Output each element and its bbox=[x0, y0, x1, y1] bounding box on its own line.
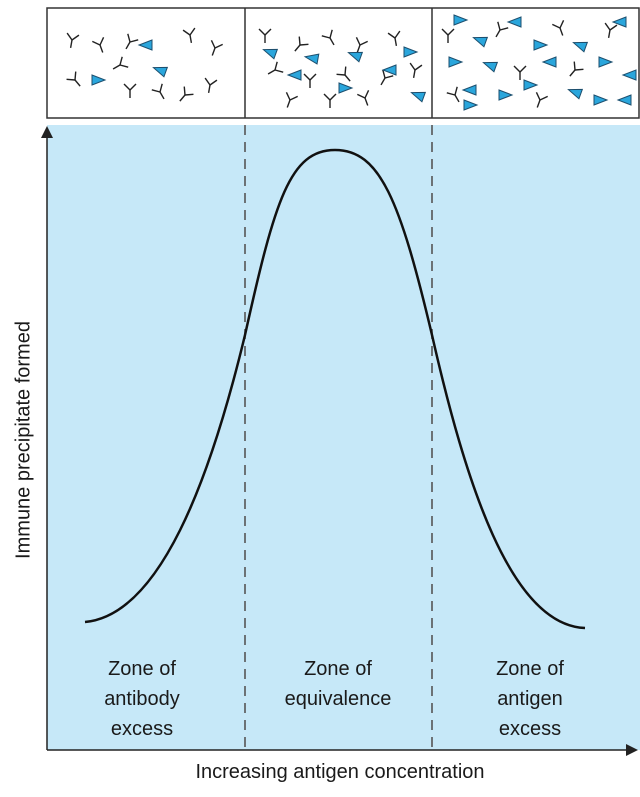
x-axis-label: Increasing antigen concentration bbox=[195, 761, 484, 783]
zone-label: equivalence bbox=[285, 688, 392, 710]
y-axis-label: Immune precipitate formed bbox=[12, 321, 34, 559]
precipitin-curve bbox=[84, 148, 586, 630]
zone-label: excess bbox=[499, 718, 561, 740]
plot-area bbox=[47, 125, 640, 750]
zone-label: antigen bbox=[497, 688, 563, 710]
zone-label: antibody bbox=[104, 688, 180, 710]
zone-label: Zone of bbox=[496, 658, 564, 680]
zone-labels: Zone of antibody excess Zone of equivalence Z… bbox=[104, 658, 564, 740]
zone-label: Zone of bbox=[108, 658, 176, 680]
zone-label: excess bbox=[111, 718, 173, 740]
zone-label: Zone of bbox=[304, 658, 372, 680]
